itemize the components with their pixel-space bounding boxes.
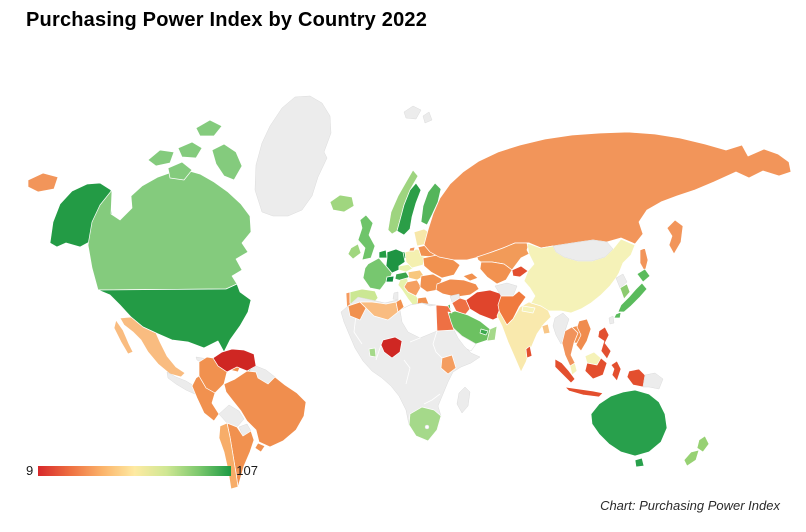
country-nepal[interactable] xyxy=(521,305,536,314)
country-south-korea[interactable] xyxy=(619,283,631,300)
country-papua-new-guinea[interactable] xyxy=(642,372,664,390)
legend-gradient-bar xyxy=(38,465,232,476)
country-nigeria[interactable] xyxy=(380,336,403,359)
country-indonesia-java[interactable] xyxy=(564,386,604,398)
country-sri-lanka[interactable] xyxy=(525,345,533,359)
country-afghanistan[interactable] xyxy=(494,282,518,297)
country-indonesia-sulawesi[interactable] xyxy=(610,360,622,382)
country-pakistan[interactable] xyxy=(497,290,527,326)
country-new-zealand-north[interactable] xyxy=(696,435,710,453)
legend-max-label: 107 xyxy=(236,463,258,478)
country-kyrgyz-tajik[interactable] xyxy=(511,265,529,278)
country-benelux[interactable] xyxy=(378,249,388,259)
country-vietnam[interactable] xyxy=(575,318,592,352)
country-japan-kyushu[interactable] xyxy=(613,311,622,319)
country-indonesia-papua[interactable] xyxy=(626,368,646,388)
country-egypt[interactable] xyxy=(435,304,455,332)
country-russia-chukotka-wrap[interactable] xyxy=(27,172,59,193)
country-uae[interactable] xyxy=(479,328,489,336)
country-russia-sakhalin[interactable] xyxy=(639,247,649,273)
country-morocco[interactable] xyxy=(347,301,367,321)
page-title: Purchasing Power Index by Country 2022 xyxy=(26,9,428,31)
country-russia-kamchatka[interactable] xyxy=(666,219,684,255)
country-greenland[interactable] xyxy=(254,95,332,217)
country-balkans[interactable] xyxy=(403,279,422,297)
country-canada-island-1[interactable] xyxy=(147,149,175,167)
country-thailand[interactable] xyxy=(561,326,579,367)
country-svalbard-2[interactable] xyxy=(422,111,433,124)
country-canada-island-2[interactable] xyxy=(177,141,203,159)
country-brazil[interactable] xyxy=(223,370,307,448)
country-finland[interactable] xyxy=(420,182,442,226)
country-lesotho[interactable] xyxy=(424,424,430,430)
country-new-zealand-south[interactable] xyxy=(683,449,700,467)
country-russia[interactable] xyxy=(423,131,792,261)
country-japan-hokkaido[interactable] xyxy=(636,268,651,283)
country-india[interactable] xyxy=(496,301,552,373)
country-kenya[interactable] xyxy=(440,354,457,375)
country-tunisia[interactable] xyxy=(395,298,405,313)
country-switzerland[interactable] xyxy=(385,275,395,283)
country-myanmar[interactable] xyxy=(552,312,570,345)
country-svalbard-1[interactable] xyxy=(403,105,422,120)
country-indonesia-kalimantan[interactable] xyxy=(584,357,608,380)
legend-min-label: 9 xyxy=(26,463,34,478)
chart-caption: Chart: Purchasing Power Index xyxy=(600,498,780,513)
country-canada-island-victoria[interactable] xyxy=(167,161,193,181)
country-canada[interactable] xyxy=(87,169,252,291)
country-taiwan[interactable] xyxy=(608,315,615,325)
country-australia-tasmania[interactable] xyxy=(634,457,645,468)
country-south-africa[interactable] xyxy=(408,406,442,442)
country-indonesia-sumatra[interactable] xyxy=(554,358,576,384)
country-australia[interactable] xyxy=(590,389,668,457)
country-norway[interactable] xyxy=(387,169,419,235)
country-ireland[interactable] xyxy=(347,243,362,260)
color-legend: 9 107 xyxy=(26,463,258,478)
country-philippines[interactable] xyxy=(597,326,612,360)
country-turkey[interactable] xyxy=(435,278,480,298)
country-mexico[interactable] xyxy=(119,316,186,378)
country-central-asia[interactable] xyxy=(479,261,513,285)
country-madagascar[interactable] xyxy=(456,386,471,414)
country-north-korea[interactable] xyxy=(615,273,628,289)
country-uk[interactable] xyxy=(357,214,376,261)
country-malaysia-peninsula[interactable] xyxy=(569,362,578,376)
country-canada-island-baffin[interactable] xyxy=(211,143,243,181)
country-ghana[interactable] xyxy=(368,347,377,358)
country-mexico-baja[interactable] xyxy=(113,319,134,355)
country-iceland[interactable] xyxy=(329,194,355,213)
country-bangladesh[interactable] xyxy=(541,323,551,335)
country-oman[interactable] xyxy=(486,325,498,342)
country-sweden[interactable] xyxy=(396,182,422,236)
country-uruguay[interactable] xyxy=(254,442,266,453)
country-kaliningrad[interactable] xyxy=(408,246,416,252)
country-caucasus[interactable] xyxy=(462,272,479,282)
country-mongolia[interactable] xyxy=(552,239,614,262)
country-canada-island-3[interactable] xyxy=(195,119,223,137)
country-chile[interactable] xyxy=(218,422,239,490)
country-sardinia[interactable] xyxy=(392,291,399,301)
